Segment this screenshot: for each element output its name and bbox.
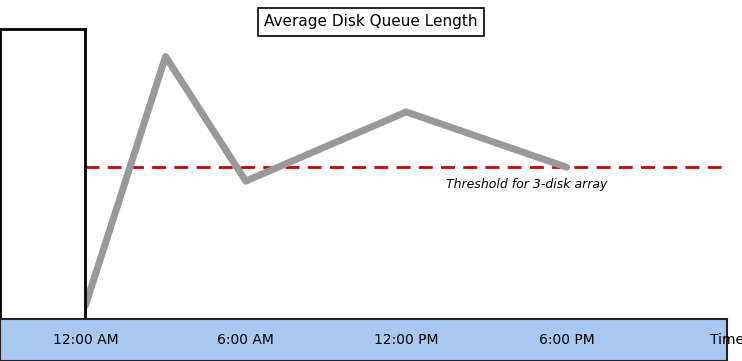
Text: 12:00 PM: 12:00 PM [374, 333, 439, 347]
Text: Time: Time [710, 333, 742, 347]
Text: 12:00 AM: 12:00 AM [53, 333, 118, 347]
Text: Average Disk Queue Length: Average Disk Queue Length [264, 14, 478, 30]
Text: 6:00 PM: 6:00 PM [539, 333, 594, 347]
Text: Threshold for 3-disk array: Threshold for 3-disk array [447, 178, 608, 191]
Text: 6:00 AM: 6:00 AM [217, 333, 275, 347]
